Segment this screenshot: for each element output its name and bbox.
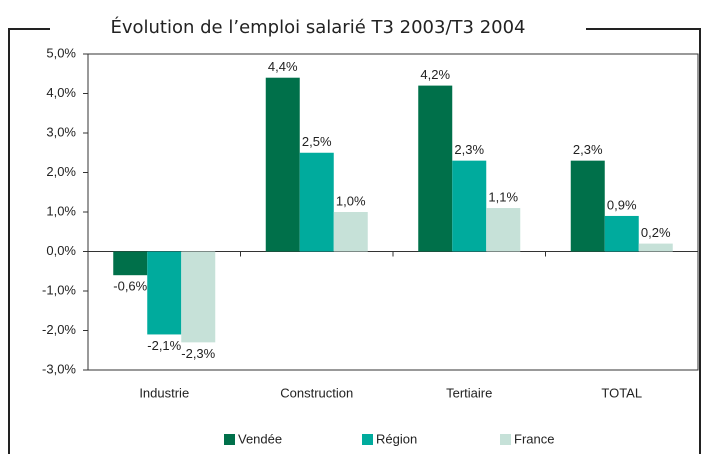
bar <box>299 152 334 252</box>
bar <box>570 160 605 252</box>
bar <box>265 77 300 252</box>
y-tick-label: 2,0% <box>46 164 76 179</box>
x-tick-label: Industrie <box>139 385 189 400</box>
data-label: 4,2% <box>420 67 450 82</box>
data-label: 2,3% <box>573 142 603 157</box>
legend-swatch <box>224 434 235 445</box>
x-tick-label: Tertiaire <box>446 385 492 400</box>
y-tick-label: 5,0% <box>46 45 76 60</box>
data-label: -2,1% <box>147 338 181 353</box>
legend-label: Vendée <box>238 431 282 446</box>
data-label: 0,9% <box>607 197 637 212</box>
bar <box>638 243 673 252</box>
y-tick-label: 4,0% <box>46 85 76 100</box>
data-label: 4,4% <box>268 59 298 74</box>
data-label: 2,5% <box>302 134 332 149</box>
y-tick-label: 3,0% <box>46 124 76 139</box>
legend-swatch <box>500 434 511 445</box>
data-label: -2,3% <box>181 346 215 361</box>
bar <box>147 251 182 335</box>
x-tick-label: TOTAL <box>601 385 642 400</box>
bar <box>333 212 368 252</box>
bar <box>452 160 487 252</box>
legend-swatch <box>362 434 373 445</box>
y-tick-label: -2,0% <box>42 322 76 337</box>
legend-label: France <box>514 431 554 446</box>
legend-label: Région <box>376 431 417 446</box>
bar <box>181 251 216 343</box>
chart-title: Évolution de l’emploi salarié T3 2003/T3… <box>110 16 525 38</box>
x-tick-label: Construction <box>280 385 353 400</box>
bar <box>604 215 639 252</box>
bar <box>113 251 148 276</box>
data-label: -0,6% <box>113 279 147 294</box>
y-tick-label: 0,0% <box>46 243 76 258</box>
bar <box>486 208 521 252</box>
y-tick-label: 1,0% <box>46 203 76 218</box>
data-label: 2,3% <box>454 142 484 157</box>
data-label: 1,0% <box>336 193 366 208</box>
bar <box>418 85 453 252</box>
data-label: 1,1% <box>488 189 518 204</box>
y-tick-label: -3,0% <box>42 361 76 376</box>
y-tick-label: -1,0% <box>42 282 76 297</box>
frame <box>8 28 701 454</box>
data-label: 0,2% <box>641 225 671 240</box>
